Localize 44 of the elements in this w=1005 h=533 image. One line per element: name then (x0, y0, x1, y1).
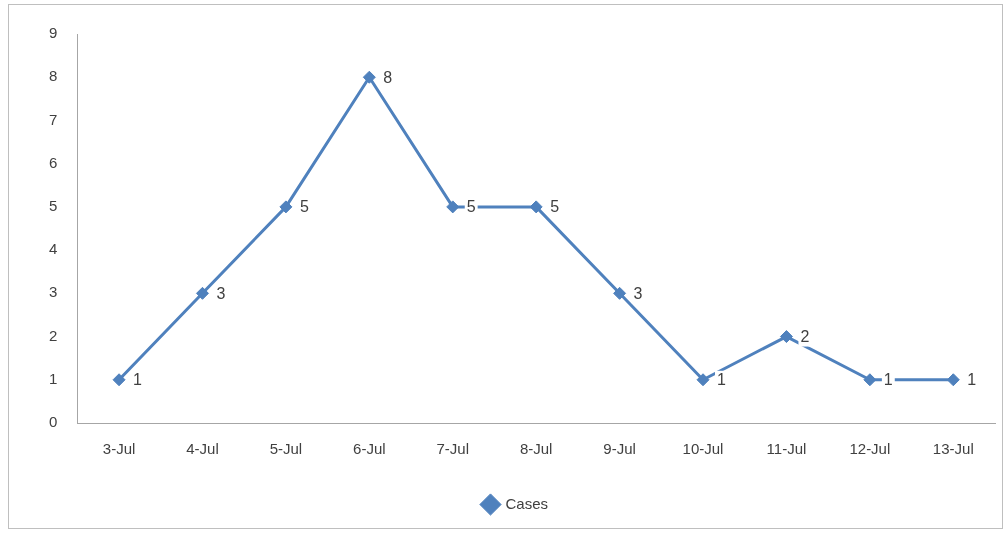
data-label: 5 (466, 198, 476, 216)
x-tick-label: 6-Jul (353, 440, 386, 458)
x-tick-label: 12-Jul (849, 440, 891, 458)
data-label: 2 (800, 327, 810, 345)
legend-label: Cases (505, 494, 549, 512)
y-tick-label: 9 (49, 24, 58, 42)
point (446, 200, 460, 214)
data-label: 1 (133, 371, 143, 389)
data-label: 5 (550, 198, 560, 216)
point (112, 373, 126, 387)
x-tick-label: 11-Jul (766, 440, 807, 458)
y-tick-label: 8 (49, 67, 58, 85)
y-tick-label: 3 (49, 283, 58, 301)
x-tick-label: 13-Jul (932, 440, 974, 458)
data-label: 1 (883, 371, 893, 389)
data-label: 8 (383, 68, 393, 86)
point (863, 373, 877, 387)
point (779, 330, 793, 344)
point (195, 286, 209, 300)
point (362, 70, 376, 84)
data-label: 5 (299, 198, 309, 216)
point (529, 200, 543, 214)
x-tick-label: 10-Jul (682, 440, 724, 458)
y-tick-label: 1 (49, 369, 58, 387)
x-tick-label: 5-Jul (269, 440, 303, 458)
point (279, 200, 293, 214)
x-tick-label: 7-Jul (436, 440, 470, 458)
y-tick-label: 5 (49, 197, 58, 215)
y-tick-label: 2 (49, 326, 58, 344)
y-tick-label: 6 (49, 153, 58, 171)
x-tick-label: 4-Jul (186, 440, 219, 458)
data-label: 1 (967, 371, 977, 389)
point (613, 286, 627, 300)
point (946, 373, 960, 387)
x-tick-label: 9-Jul (603, 440, 636, 458)
y-tick-label: 0 (49, 413, 58, 431)
y-tick-label: 4 (49, 240, 58, 258)
y-tick-label: 7 (49, 110, 58, 128)
data-label: 3 (216, 284, 226, 302)
x-tick-label: 8-Jul (519, 440, 553, 458)
data-label: 1 (717, 371, 727, 389)
x-tick-label: 3-Jul (102, 440, 136, 458)
data-label: 3 (633, 284, 643, 302)
point (696, 373, 710, 387)
